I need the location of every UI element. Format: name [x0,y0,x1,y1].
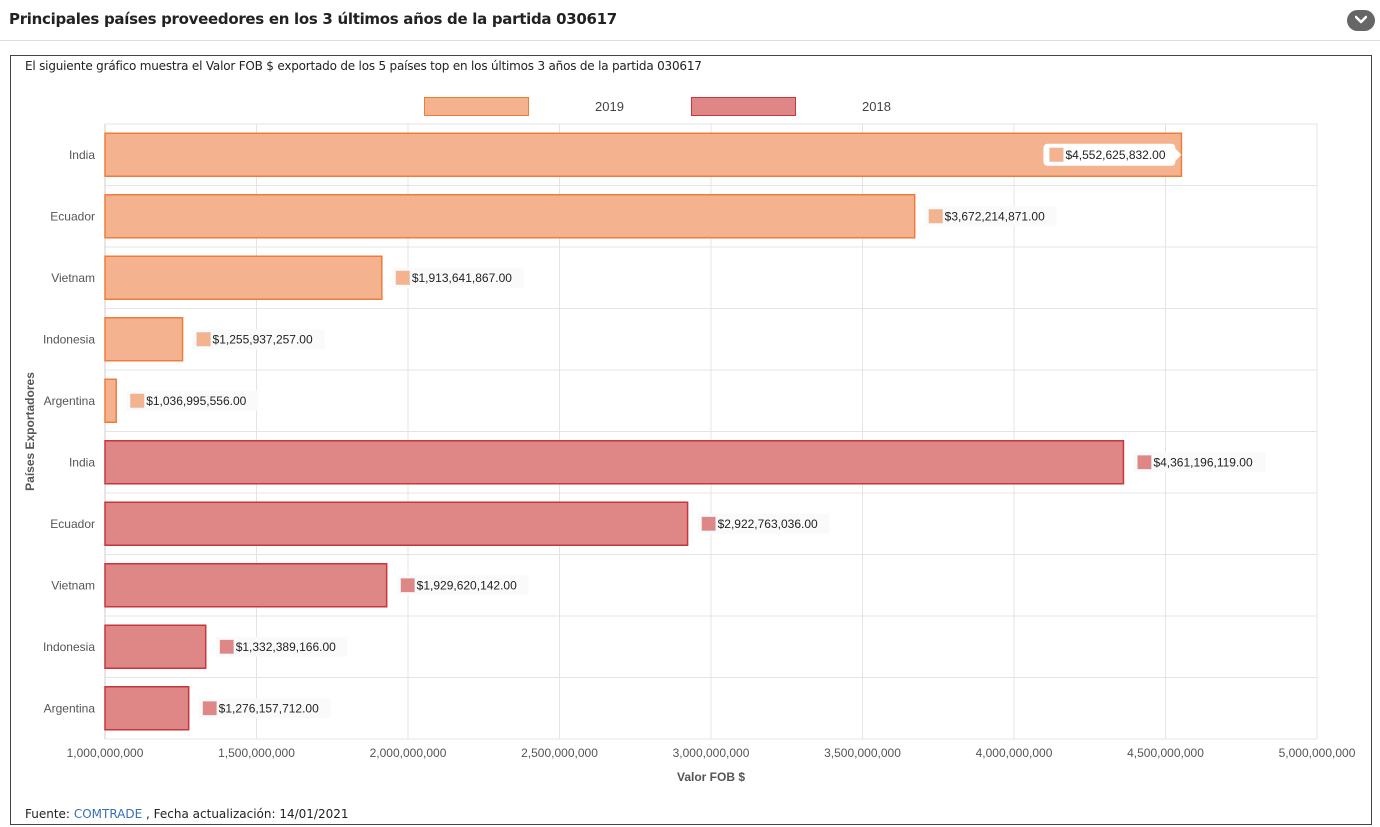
data-label-swatch [401,578,415,592]
y-category-label: Indonesia [43,640,95,654]
bar-2019-argentina [105,379,116,422]
x-tick-label: 1,000,000,000 [67,746,144,760]
data-label-2019-vietnam: $1,913,641,867.00 [392,268,524,288]
x-tick-label: 2,000,000,000 [370,746,447,760]
data-label-swatch [220,640,234,654]
data-label-2018-argentina: $1,276,157,712.00 [199,698,331,718]
data-label-text: $1,255,937,257.00 [213,332,313,346]
y-category-label: Vietnam [51,578,95,592]
data-label-swatch [702,517,716,531]
x-tick-label: 1,500,000,000 [218,746,295,760]
x-tick-label: 3,000,000,000 [673,746,750,760]
bar-2018-indonesia [105,625,206,668]
bar-2019-indonesia [105,318,183,361]
data-label-2018-indonesia: $1,332,389,166.00 [216,637,348,657]
bar-chart: 1,000,000,000 1,500,000,000 2,000,000,000 2… [0,0,1380,827]
data-label-text: $2,922,763,036.00 [718,517,818,531]
data-label-swatch [130,394,144,408]
bar-2019-vietnam [105,256,382,299]
data-label-2018-ecuador: $2,922,763,036.00 [698,514,830,534]
data-label-swatch [929,209,943,223]
y-category-label: Ecuador [50,517,95,531]
data-label-2019-indonesia: $1,255,937,257.00 [193,329,325,349]
y-category-label: Indonesia [43,332,95,346]
x-tick-label: 5,000,000,000 [1279,746,1356,760]
y-category-label: Ecuador [50,209,95,223]
y-category-label: Vietnam [51,271,95,285]
data-label-swatch [197,332,211,346]
x-tick-label: 2,500,000,000 [521,746,598,760]
data-label-text: $1,332,389,166.00 [236,640,336,654]
bar-2018-argentina [105,687,189,730]
data-label-swatch [203,701,217,715]
bar-2018-india [105,441,1123,484]
y-category-label: Argentina [44,701,96,715]
data-label-text: $4,361,196,119.00 [1153,455,1253,469]
data-label-text: $3,672,214,871.00 [945,209,1045,223]
footer: Fuente: COMTRADE , Fecha actualización: … [25,807,349,821]
data-label-text: $1,036,995,556.00 [146,394,246,408]
x-tick-label: 4,500,000,000 [1127,746,1204,760]
data-label-2019-india: $4,552,625,832.00 [1043,144,1181,166]
y-category-label: India [69,455,95,469]
x-tick-label: 3,500,000,000 [824,746,901,760]
bar-2018-ecuador [105,502,688,545]
data-label-swatch [1049,148,1063,162]
data-label-text: $1,913,641,867.00 [412,271,512,285]
bar-2019-india [105,133,1181,176]
data-label-2018-vietnam: $1,929,620,142.00 [397,575,529,595]
bar-2018-vietnam [105,564,387,607]
data-label-text: $1,929,620,142.00 [417,578,517,592]
x-axis-title: Valor FOB $ [677,770,745,784]
data-label-2019-argentina: $1,036,995,556.00 [126,391,258,411]
y-category-label: India [69,148,95,162]
data-label-text: $1,276,157,712.00 [219,701,319,715]
update-date: , Fecha actualización: 14/01/2021 [146,807,348,821]
data-label-2019-ecuador: $3,672,214,871.00 [925,206,1057,226]
source-label: Fuente: [25,807,70,821]
data-label-2018-india: $4,361,196,119.00 [1133,452,1265,472]
data-label-swatch [1137,455,1151,469]
data-label-swatch [396,271,410,285]
y-category-label: Argentina [44,394,96,408]
data-label-text: $4,552,625,832.00 [1065,148,1165,162]
y-axis-title: Países Exportadores [23,372,37,491]
bar-2019-ecuador [105,195,915,238]
x-tick-label: 4,000,000,000 [976,746,1053,760]
source-link[interactable]: COMTRADE [74,807,142,821]
